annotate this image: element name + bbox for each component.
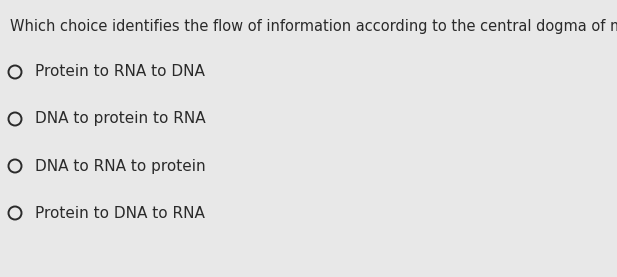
Text: Protein to DNA to RNA: Protein to DNA to RNA [35, 206, 205, 220]
Text: DNA to RNA to protein: DNA to RNA to protein [35, 158, 205, 173]
Text: DNA to protein to RNA: DNA to protein to RNA [35, 112, 205, 127]
Text: Which choice identifies the flow of information according to the central dogma o: Which choice identifies the flow of info… [10, 19, 617, 34]
Text: Protein to RNA to DNA: Protein to RNA to DNA [35, 65, 205, 79]
